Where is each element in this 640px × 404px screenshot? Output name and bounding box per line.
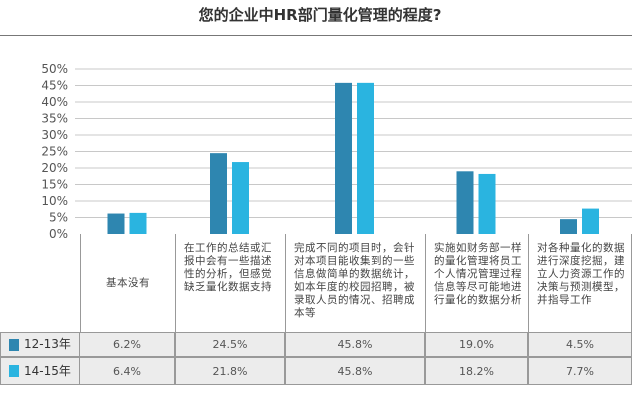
category-label: 实施如财务部一样的量化管理将员工个人情况管理过程信息等尽可能地进行量化的数据分析 [425,234,528,332]
data-label: 6.4% [80,357,175,385]
y-tick-label: 20% [41,161,68,175]
data-label: 45.8% [285,357,425,385]
data-label: 6.2% [80,332,175,357]
legend-label: 12-13年 [24,337,71,351]
y-tick-label: 10% [41,194,68,208]
chart-title: 您的企业中HR部门量化管理的程度? [198,6,442,24]
category-label: 对各种量化的数据进行深度挖掘，建立人力资源工作的决策与预测模型，并指导工作 [528,234,632,332]
bar-12-13年-5 [560,219,577,234]
title-divider [0,35,632,36]
category-label: 在工作的总结或汇报中会有一些描述性的分析，但感觉缺乏量化数据支持 [175,234,285,332]
legend-item-14-15年: 14-15年 [0,357,80,385]
y-tick-label: 15% [41,178,68,192]
legend-swatch [9,365,19,377]
y-tick-label: 50% [41,62,68,76]
data-label: 19.0% [425,332,528,357]
bar-14-15年-4 [478,173,496,234]
table-corner [0,234,80,332]
bar-14-15年-2 [232,162,249,234]
bar-12-13年-4 [456,171,474,234]
bar-14-15年-3 [357,82,374,234]
legend-swatch [9,338,19,351]
legend-item-12-13年: 12-13年 [0,332,80,357]
bar-12-13年-1 [107,213,125,234]
bar-14-15年-1 [129,212,147,234]
y-tick-label: 35% [41,112,68,126]
y-tick-label: 30% [41,128,68,142]
data-label: 21.8% [175,357,285,385]
data-label: 7.7% [528,357,632,385]
data-label: 45.8% [285,332,425,357]
bar-14-15年-5 [582,208,599,234]
category-label: 基本没有 [80,234,175,332]
legend-label: 14-15年 [24,363,71,378]
data-label: 24.5% [175,332,285,357]
y-tick-label: 5% [49,211,68,225]
category-label: 完成不同的项目时，会针对本项目能收集到的一些信息做简单的数据统计，如本年度的校园… [285,234,425,332]
data-label: 4.5% [528,332,632,357]
table-right-border [631,234,632,332]
bar-12-13年-3 [335,82,352,234]
data-label: 18.2% [425,357,528,385]
y-tick-label: 25% [41,145,68,159]
y-tick-label: 40% [41,95,68,109]
y-tick-label: 45% [41,79,68,93]
y-tick-label: 0% [49,227,68,241]
bar-12-13年-2 [210,153,227,234]
